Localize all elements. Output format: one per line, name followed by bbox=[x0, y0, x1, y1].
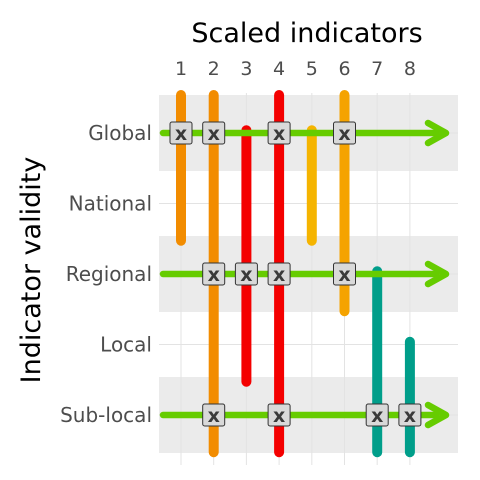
crossing-markers: x x x xx x x xx x x x bbox=[169, 121, 422, 427]
crossing-box bbox=[333, 121, 356, 145]
crossing-marker: x bbox=[267, 262, 291, 286]
crossing-marker: x bbox=[202, 403, 226, 427]
arrow-head bbox=[424, 401, 450, 429]
crossing-marker: x bbox=[365, 403, 389, 427]
crossing-symbol: x bbox=[338, 123, 350, 145]
crossing-marker: x bbox=[169, 121, 193, 145]
crossing-symbol: x bbox=[208, 123, 220, 145]
crossing-marker: x bbox=[333, 121, 356, 145]
y-tick-label: Local bbox=[100, 333, 152, 357]
crossing-marker: x bbox=[202, 262, 226, 286]
crossing-box bbox=[365, 403, 389, 427]
crossing-symbol: x bbox=[175, 123, 187, 145]
crossing-symbol: x bbox=[338, 264, 350, 286]
x-tick-label: 7 bbox=[371, 58, 383, 80]
x-tick-label: 2 bbox=[208, 58, 220, 80]
crossing-marker: x bbox=[267, 403, 291, 427]
crossing-symbol: x bbox=[404, 405, 416, 427]
crossing-symbol: x bbox=[273, 123, 285, 145]
crossing-symbol: x bbox=[240, 264, 252, 286]
x-tick-label: 6 bbox=[338, 58, 350, 80]
crossing-box bbox=[202, 262, 226, 286]
x-tick-label: 5 bbox=[306, 58, 318, 80]
chart-title: Scaled indicators bbox=[191, 18, 422, 49]
crossing-symbol: x bbox=[208, 405, 220, 427]
crossing-box bbox=[202, 403, 226, 427]
crossing-box bbox=[267, 262, 291, 286]
x-tick-label: 4 bbox=[273, 58, 285, 80]
y-tick-label: Sub-local bbox=[60, 403, 152, 427]
crossing-marker: x bbox=[267, 121, 291, 145]
crossing-marker: x bbox=[234, 262, 258, 286]
crossing-symbol: x bbox=[273, 264, 285, 286]
crossing-symbol: x bbox=[371, 405, 383, 427]
y-tick-label: Global bbox=[88, 121, 152, 145]
y-axis-label: Indicator validity bbox=[16, 157, 47, 384]
crossing-box bbox=[398, 403, 422, 427]
crossing-marker: x bbox=[398, 403, 422, 427]
x-tick-label: 8 bbox=[404, 58, 416, 80]
y-tick-labels: Global National Regional Local Sub-local bbox=[60, 121, 152, 427]
x-tick-label: 3 bbox=[240, 58, 252, 80]
crossing-box bbox=[202, 121, 226, 145]
crossing-marker: x bbox=[202, 121, 226, 145]
crossing-symbol: x bbox=[273, 405, 285, 427]
y-tick-label: National bbox=[69, 192, 152, 216]
arrow-head bbox=[424, 260, 450, 288]
crossing-box bbox=[234, 262, 258, 286]
crossing-box bbox=[333, 262, 356, 286]
crossing-symbol: x bbox=[208, 264, 220, 286]
y-tick-label: Regional bbox=[66, 262, 152, 286]
crossing-box bbox=[169, 121, 193, 145]
crossing-box bbox=[267, 403, 291, 427]
crossing-marker: x bbox=[333, 262, 356, 286]
arrow-head bbox=[424, 119, 450, 147]
crossing-box bbox=[267, 121, 291, 145]
x-tick-label: 1 bbox=[175, 58, 187, 80]
